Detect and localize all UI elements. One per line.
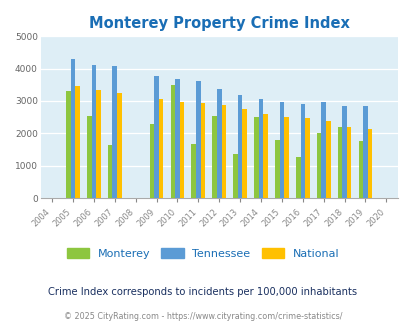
Legend: Monterey, Tennessee, National: Monterey, Tennessee, National [62,244,343,263]
Bar [175,79,179,198]
Bar [149,124,154,198]
Bar [274,141,279,198]
Bar [321,102,325,198]
Title: Monterey Property Crime Index: Monterey Property Crime Index [89,16,349,31]
Text: Crime Index corresponds to incidents per 100,000 inhabitants: Crime Index corresponds to incidents per… [48,287,357,297]
Bar [196,81,200,198]
Bar [362,106,367,198]
Bar [279,102,283,198]
Bar [284,117,288,198]
Bar [232,154,237,198]
Bar [367,129,371,198]
Bar [316,133,321,198]
Bar [216,89,221,198]
Bar [70,59,75,198]
Bar [66,91,70,198]
Bar [221,105,226,198]
Bar [295,157,300,198]
Bar [242,109,246,198]
Bar [154,76,158,198]
Bar [305,118,309,198]
Bar [96,90,100,198]
Bar [358,141,362,198]
Bar [263,114,267,198]
Bar [170,85,175,198]
Bar [337,126,341,198]
Bar [92,65,96,198]
Bar [158,99,163,198]
Bar [258,99,263,198]
Bar [112,66,117,198]
Bar [87,115,92,198]
Bar [200,103,205,198]
Bar [117,93,121,198]
Bar [341,106,346,198]
Bar [237,95,242,198]
Bar [254,117,258,198]
Bar [108,145,112,198]
Bar [300,104,305,198]
Bar [179,102,184,198]
Text: © 2025 CityRating.com - https://www.cityrating.com/crime-statistics/: © 2025 CityRating.com - https://www.city… [64,312,341,321]
Bar [325,121,330,198]
Bar [346,126,351,198]
Bar [191,144,196,198]
Bar [212,115,216,198]
Bar [75,86,80,198]
